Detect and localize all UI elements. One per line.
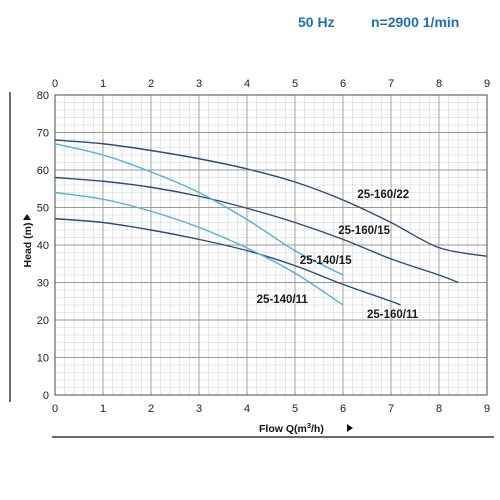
y-tick-label: 80 — [37, 90, 49, 102]
x-axis-ticks-top: 0 1 2 3 4 5 6 7 8 9 — [52, 78, 490, 90]
x-tick-label: 0 — [52, 403, 58, 415]
y-tick-label: 70 — [37, 128, 49, 140]
y-tick-label: 60 — [37, 165, 49, 177]
y-axis-title-group: Head (m) — [22, 223, 34, 268]
frequency-label: 50 Hz — [298, 14, 335, 30]
y-axis-title: Head (m) — [22, 223, 34, 268]
y-tick-label: 30 — [37, 278, 49, 290]
y-axis-arrow-icon — [23, 214, 31, 220]
x-tick-label-top: 9 — [484, 78, 490, 90]
x-axis-ticks-bottom: 0 1 2 3 4 5 6 7 8 9 — [52, 403, 490, 415]
series-layer — [54, 139, 488, 306]
x-axis-title: Flow Q(m3/h) — [259, 421, 324, 435]
x-tick-label: 6 — [340, 403, 346, 415]
series-label-25-140-15: 25-140/15 — [300, 255, 352, 267]
y-tick-label: 40 — [37, 240, 49, 252]
y-axis-ticks: 0 10 20 30 40 50 60 70 80 — [37, 90, 49, 402]
speed-label: n=2900 1/min — [371, 14, 459, 30]
plot-frame — [54, 94, 488, 396]
series-line-25-140-15 — [54, 143, 344, 276]
y-tick-label: 10 — [37, 353, 49, 365]
y-tick-label: 50 — [37, 203, 49, 215]
x-tick-label: 8 — [436, 403, 442, 415]
x-tick-label: 5 — [292, 403, 298, 415]
x-axis-title-tail: /h) — [311, 423, 324, 435]
x-tick-label: 1 — [100, 403, 106, 415]
series-label-25-140-11: 25-140/11 — [257, 294, 309, 306]
x-axis-title-sup: 3 — [307, 421, 311, 430]
x-tick-label-top: 1 — [100, 78, 106, 90]
x-tick-label-top: 7 — [388, 78, 394, 90]
series-label-25-160-22: 25-160/22 — [357, 189, 409, 201]
y-tick-label: 0 — [43, 390, 49, 402]
x-tick-label-top: 0 — [52, 78, 58, 90]
x-tick-label-top: 8 — [436, 78, 442, 90]
x-tick-label: 3 — [196, 403, 202, 415]
y-tick-label: 20 — [37, 315, 49, 327]
x-tick-label-top: 2 — [148, 78, 154, 90]
series-line-25-160-11 — [54, 218, 401, 306]
x-tick-label-top: 5 — [292, 78, 298, 90]
x-axis-arrow-icon — [347, 424, 353, 432]
x-tick-label-top: 3 — [196, 78, 202, 90]
x-tick-label: 7 — [388, 403, 394, 415]
x-tick-label: 4 — [244, 403, 250, 415]
series-line-25-160-15 — [54, 176, 459, 284]
series-label-25-160-15: 25-160/15 — [338, 225, 390, 237]
x-tick-label-top: 6 — [340, 78, 346, 90]
x-tick-label-top: 4 — [244, 78, 250, 90]
x-tick-label: 9 — [484, 403, 490, 415]
series-line-25-160-22 — [54, 139, 488, 257]
x-tick-label: 2 — [148, 403, 154, 415]
major-grid — [54, 94, 488, 396]
series-line-25-140-11 — [54, 191, 344, 306]
series-labels: 25-160/22 25-160/15 25-140/15 25-160/11 25-1… — [257, 189, 419, 321]
series-label-25-160-11: 25-160/11 — [367, 309, 419, 321]
